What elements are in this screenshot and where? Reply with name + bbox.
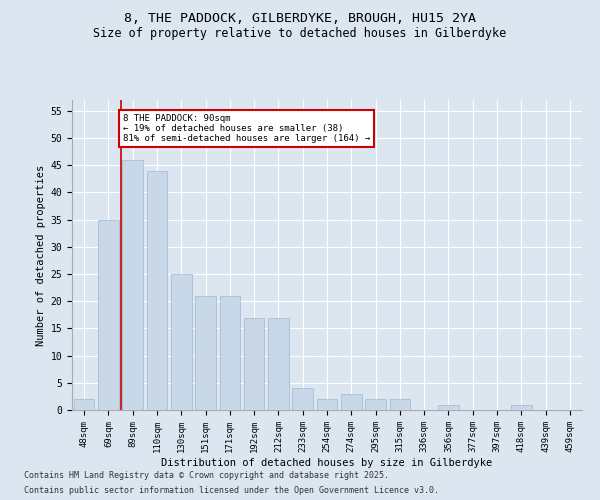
Bar	[341, 394, 362, 410]
Bar	[438, 404, 459, 410]
Bar	[171, 274, 191, 410]
Bar	[122, 160, 143, 410]
Bar	[317, 399, 337, 410]
Bar	[511, 404, 532, 410]
Bar	[244, 318, 265, 410]
Bar	[195, 296, 216, 410]
Bar	[74, 399, 94, 410]
Y-axis label: Number of detached properties: Number of detached properties	[37, 164, 46, 346]
Bar	[98, 220, 119, 410]
Text: Size of property relative to detached houses in Gilberdyke: Size of property relative to detached ho…	[94, 28, 506, 40]
Bar	[292, 388, 313, 410]
Text: Contains public sector information licensed under the Open Government Licence v3: Contains public sector information licen…	[24, 486, 439, 495]
Text: 8, THE PADDOCK, GILBERDYKE, BROUGH, HU15 2YA: 8, THE PADDOCK, GILBERDYKE, BROUGH, HU15…	[124, 12, 476, 26]
Text: Contains HM Land Registry data © Crown copyright and database right 2025.: Contains HM Land Registry data © Crown c…	[24, 471, 389, 480]
Bar	[389, 399, 410, 410]
X-axis label: Distribution of detached houses by size in Gilberdyke: Distribution of detached houses by size …	[161, 458, 493, 468]
Bar	[146, 170, 167, 410]
Bar	[220, 296, 240, 410]
Text: 8 THE PADDOCK: 90sqm
← 19% of detached houses are smaller (38)
81% of semi-detac: 8 THE PADDOCK: 90sqm ← 19% of detached h…	[123, 114, 370, 144]
Bar	[365, 399, 386, 410]
Bar	[268, 318, 289, 410]
